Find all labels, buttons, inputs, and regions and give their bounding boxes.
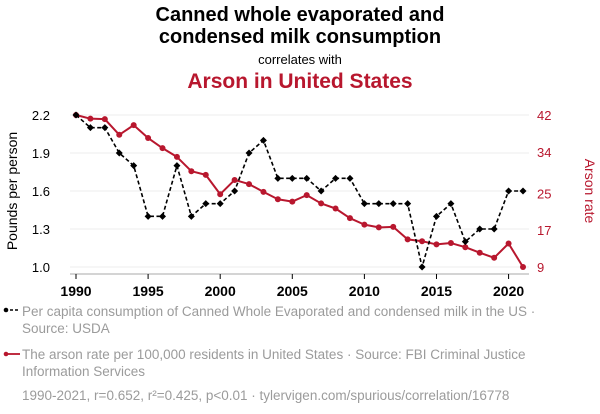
data-point-milk: [259, 136, 267, 144]
data-point-arson: [346, 215, 353, 222]
x-axis: 1990 1995 2000 2005 2010 2015 2020: [60, 273, 529, 299]
series-arson-rate: [73, 112, 526, 270]
data-point-milk: [404, 200, 412, 208]
data-point-arson: [116, 131, 123, 138]
data-point-arson: [476, 249, 483, 256]
chart-subtitle: correlates with: [258, 52, 342, 67]
data-point-arson: [462, 244, 469, 251]
data-point-arson: [145, 135, 152, 142]
data-point-arson: [231, 176, 238, 183]
data-point-arson: [217, 191, 224, 198]
data-point-milk: [375, 200, 383, 208]
data-point-milk: [461, 238, 469, 246]
data-point-milk: [317, 187, 325, 195]
data-point-milk: [274, 174, 282, 182]
data-point-milk: [288, 174, 296, 182]
data-point-milk: [490, 225, 498, 233]
data-point-milk: [130, 162, 138, 170]
data-point-arson: [491, 254, 498, 261]
x-tick-label: 1995: [133, 283, 164, 299]
data-point-milk: [72, 111, 80, 119]
data-point-arson: [505, 240, 512, 247]
x-tick-label: 2000: [205, 283, 236, 299]
data-point-arson: [390, 223, 397, 230]
data-point-arson: [419, 238, 426, 245]
data-point-arson: [404, 236, 411, 243]
title-line-2: condensed milk consumption: [158, 26, 442, 48]
legend-item-arson: The arson rate per 100,000 residents in …: [22, 347, 526, 379]
series-milk-consumption: [72, 111, 527, 271]
y-tick-label-right: 42: [537, 108, 551, 123]
data-point-arson: [361, 221, 368, 228]
x-tick-label: 2005: [277, 283, 308, 299]
data-point-milk: [187, 212, 195, 220]
data-point-milk: [86, 124, 94, 132]
x-tick-label: 2020: [493, 283, 524, 299]
data-point-milk: [159, 212, 167, 220]
data-point-arson: [520, 264, 526, 270]
data-point-arson: [289, 198, 296, 205]
data-point-arson: [318, 200, 325, 207]
data-point-milk: [476, 225, 484, 233]
data-point-arson: [246, 181, 253, 188]
data-point-milk: [360, 200, 368, 208]
y-axis-left: 2.2 1.9 1.6 1.3 1.0: [32, 108, 50, 275]
legend-marker-milk: [3, 307, 20, 313]
data-point-milk: [418, 263, 426, 271]
data-point-arson: [274, 196, 281, 203]
data-point-arson: [433, 241, 440, 248]
data-point-milk: [432, 212, 440, 220]
y-axis-label-left: Pounds per person: [4, 132, 20, 250]
legend-item-milk: Per capita consumption of Canned Whole E…: [22, 304, 536, 336]
footer-stats: 1990-2021, r=0.652, r²=0.425, p<0.01 · t…: [22, 388, 510, 403]
y-tick-label-right: 9: [537, 260, 544, 275]
data-point-arson: [447, 240, 454, 247]
data-point-milk: [447, 200, 455, 208]
data-point-arson: [101, 116, 108, 123]
y-tick-label-left: 1.3: [32, 222, 50, 237]
data-point-milk: [202, 200, 210, 208]
y-tick-label-right: 25: [537, 186, 551, 201]
y-tick-label-left: 1.9: [32, 146, 50, 161]
data-point-milk: [519, 187, 527, 195]
data-point-milk: [231, 187, 239, 195]
data-point-milk: [505, 187, 513, 195]
data-point-milk: [332, 174, 340, 182]
data-point-milk: [303, 174, 311, 182]
data-point-arson: [87, 115, 94, 122]
chart: 2.2 1.9 1.6 1.3 1.0 42 34 25 17 9 1990 1995 2000 20…: [4, 108, 598, 299]
x-tick-label: 2010: [349, 283, 380, 299]
data-point-milk: [173, 162, 181, 170]
data-point-milk: [389, 200, 397, 208]
legend-marker-arson: [3, 351, 20, 357]
chart-title-secondary: Arson in United States: [187, 70, 413, 93]
data-point-arson: [260, 188, 267, 195]
data-point-arson: [303, 192, 310, 199]
chart-title: Canned whole evaporated and condensed mi…: [0, 4, 600, 48]
y-axis-right: 42 34 25 17 9: [537, 108, 551, 275]
y-tick-label-left: 1.0: [32, 260, 50, 275]
data-point-arson: [332, 205, 339, 212]
data-point-arson: [159, 145, 166, 152]
y-tick-label-right: 34: [537, 145, 551, 160]
y-tick-label-left: 1.6: [32, 184, 50, 199]
data-point-milk: [115, 149, 123, 157]
data-point-milk: [101, 124, 109, 132]
data-point-arson: [130, 122, 137, 129]
data-point-arson: [202, 171, 209, 178]
gridlines: [70, 114, 529, 268]
data-point-arson: [188, 168, 195, 175]
y-tick-label-right: 17: [537, 223, 551, 238]
data-point-milk: [245, 149, 253, 157]
data-point-arson: [375, 224, 382, 231]
y-axis-label-right: Arson rate: [582, 159, 598, 224]
data-point-milk: [346, 174, 354, 182]
x-tick-label: 1990: [60, 283, 91, 299]
y-tick-label-left: 2.2: [32, 108, 50, 123]
title-line-1: Canned whole evaporated and: [155, 4, 445, 26]
data-point-arson: [173, 153, 180, 160]
data-point-milk: [144, 212, 152, 220]
x-tick-label: 2015: [421, 283, 452, 299]
data-point-milk: [216, 200, 224, 208]
